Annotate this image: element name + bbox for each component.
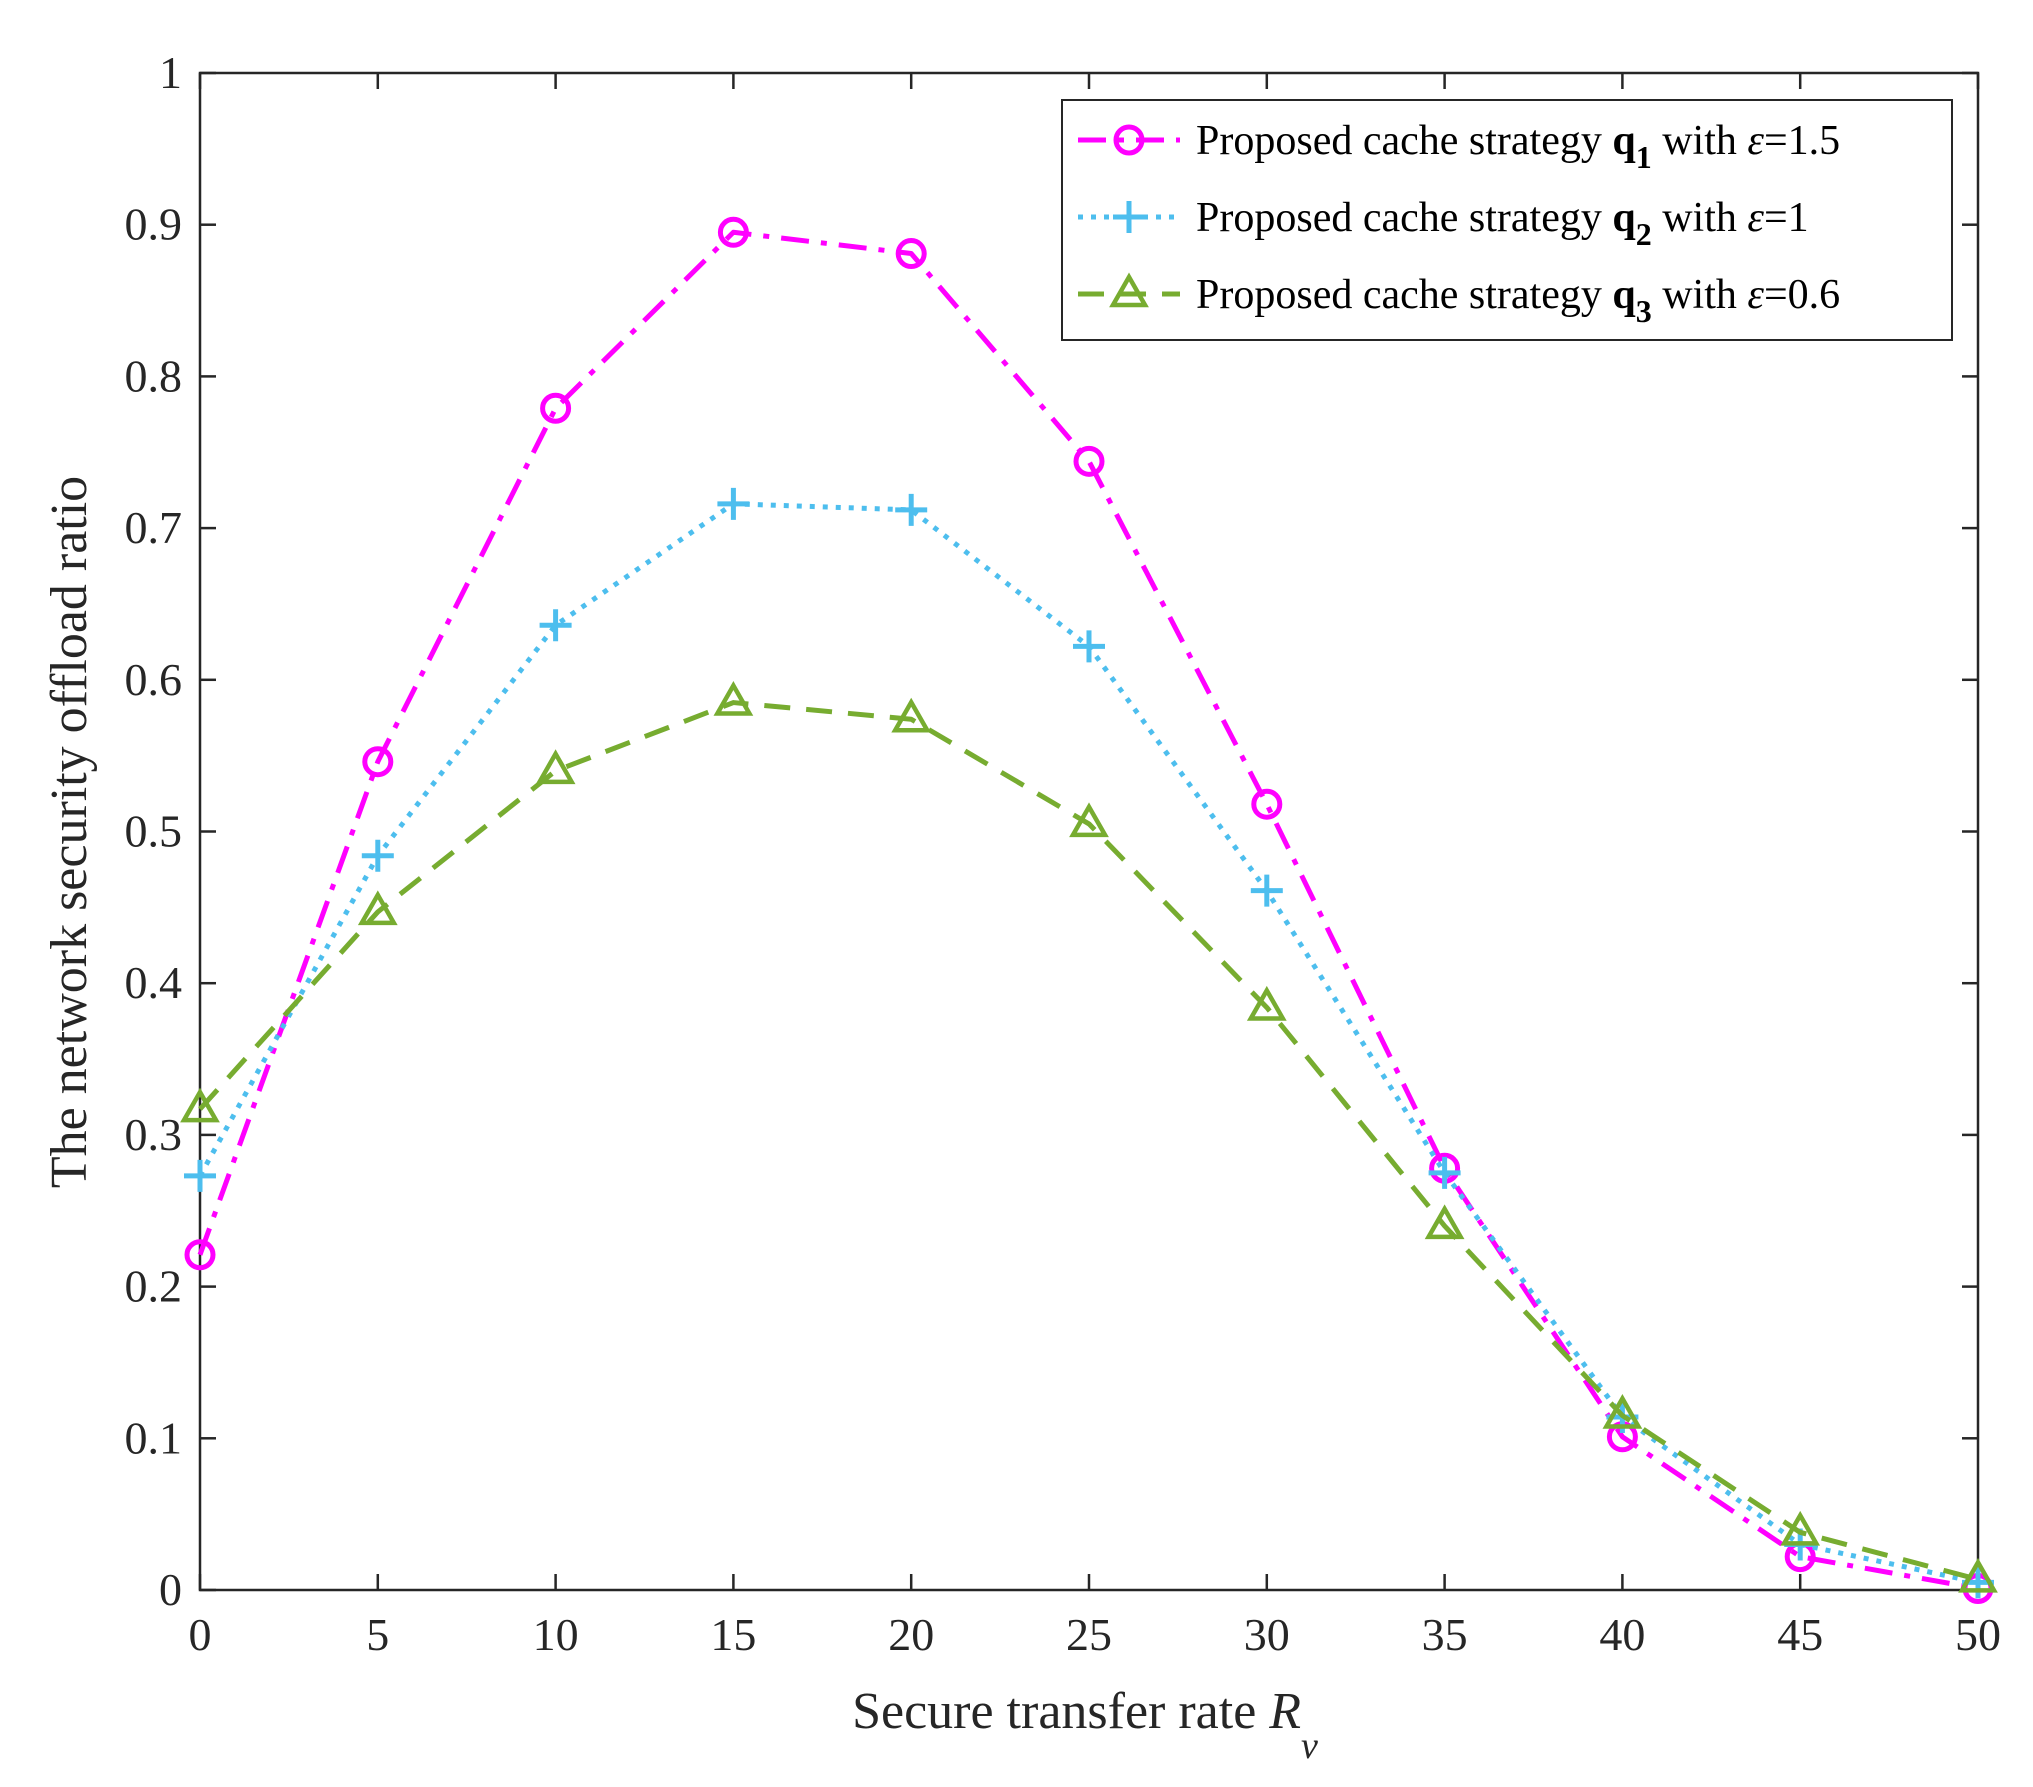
legend-box [1061,99,1953,341]
series-1-point [895,238,927,270]
series-2-point [1250,874,1283,907]
x-tick-label: 5 [366,1609,389,1660]
legend-label-symbol: ε [1747,118,1764,164]
y-tick-label: 0.3 [125,1109,183,1160]
y-tick-label: 0.9 [125,199,183,250]
series-layer [180,216,1998,1604]
x-tick-label: 45 [1777,1609,1823,1660]
legend-label-symbol: ε [1747,272,1764,318]
series-1-point [540,392,572,424]
x-tick-label: 30 [1244,1609,1290,1660]
x-tick-label: 25 [1066,1609,1112,1660]
series-1-point [362,746,394,778]
x-axis-label-variable: R [1268,1683,1301,1740]
series-2-point [539,609,572,642]
legend-label-suffix: =0.6 [1764,272,1840,318]
legend-swatch-marker [1109,272,1149,308]
x-tick-label: 50 [1955,1609,2001,1660]
series-3-point [1958,1557,1998,1593]
series-2-point [1073,630,1105,663]
legend-label-bold: q [1612,118,1635,164]
legend-label-middle: with [1652,272,1748,318]
x-axis-label-subscript: v [1301,1725,1318,1767]
legend-swatch-marker [1113,201,1145,233]
series-3-point [1069,802,1109,838]
legend-label-sub: 1 [1636,139,1652,175]
series-1-point [717,216,749,248]
series-3-point [1424,1204,1465,1240]
series-1-point [1251,788,1283,820]
y-tick-label: 0.7 [125,502,183,553]
y-tick-label: 0.5 [125,806,183,857]
x-axis-label: Secure transfer rate Rv [852,1683,1318,1767]
legend-label-prefix: Proposed cache strategy [1196,195,1612,241]
x-axis: 0 5 10 15 20 25 30 35 40 45 50 [189,73,2001,1660]
series-3-point [1780,1510,1821,1546]
series-2-point [361,839,394,872]
legend-label: Proposed cache strategy q2 with ε=1 [1196,195,1809,252]
legend-label-bold: q [1612,195,1635,241]
series-3 [180,681,1998,1593]
y-tick-label: 0 [159,1564,182,1615]
x-tick-label: 40 [1599,1609,1645,1660]
legend-entry-3: Proposed cache strategy q3 with ε=0.6 [1078,272,1840,329]
series-3-point [357,890,398,926]
legend-label: Proposed cache strategy q3 with ε=0.6 [1196,272,1840,329]
legend-label-middle: with [1652,195,1748,241]
series-2-point [717,487,750,520]
series-1-line [197,229,1979,1591]
series-3-point [1246,985,1287,1021]
x-tick-label: 0 [189,1609,212,1660]
series-2-point [184,1159,216,1192]
legend-label-sub: 3 [1636,293,1652,329]
legend-label: Proposed cache strategy q1 with ε=1.5 [1196,118,1840,175]
y-tick-label: 1 [159,47,182,98]
y-axis: 0 0.1 0.2 0.3 0.4 0.5 0.6 0.7 0.8 0.9 1 [125,47,1978,1615]
series-2-point [895,493,928,526]
legend-swatch-marker [1113,124,1145,156]
series-1-point [1073,445,1105,477]
x-tick-label: 35 [1422,1609,1468,1660]
y-tick-label: 0.2 [125,1261,183,1312]
y-tick-label: 0.1 [125,1412,183,1463]
legend-entry-2: Proposed cache strategy q2 with ε=1 [1078,195,1809,252]
y-tick-label: 0.8 [125,350,183,401]
legend-label-symbol: ε [1747,195,1764,241]
x-tick-label: 10 [533,1609,579,1660]
series-3-point [180,1087,220,1123]
y-tick-label: 0.6 [125,654,183,705]
series-3-point [535,749,576,785]
x-tick-label: 15 [710,1609,756,1660]
series-3-line [198,700,1979,1582]
legend-label-prefix: Proposed cache strategy [1196,118,1612,164]
legend: Proposed cache strategy q1 with ε=1.5Pro… [1061,99,1953,341]
legend-label-suffix: =1.5 [1764,118,1840,164]
series-3-point [1602,1394,1643,1429]
x-axis-label-text: Secure transfer rate [852,1683,1269,1740]
series-3-point [891,697,932,733]
legend-label-middle: with [1652,118,1748,164]
series-1-point [184,1239,216,1271]
legend-label-prefix: Proposed cache strategy [1196,272,1612,318]
series-2-point [1428,1156,1461,1189]
x-tick-label: 20 [888,1609,934,1660]
y-axis-label: The network security offload ratio [41,476,98,1188]
y-tick-label: 0.4 [125,957,183,1008]
legend-label-suffix: =1 [1764,195,1809,241]
series-3-point [713,681,754,716]
legend-label-sub: 2 [1636,216,1652,252]
legend-entry-1: Proposed cache strategy q1 with ε=1.5 [1078,118,1840,175]
legend-label-bold: q [1612,272,1635,318]
